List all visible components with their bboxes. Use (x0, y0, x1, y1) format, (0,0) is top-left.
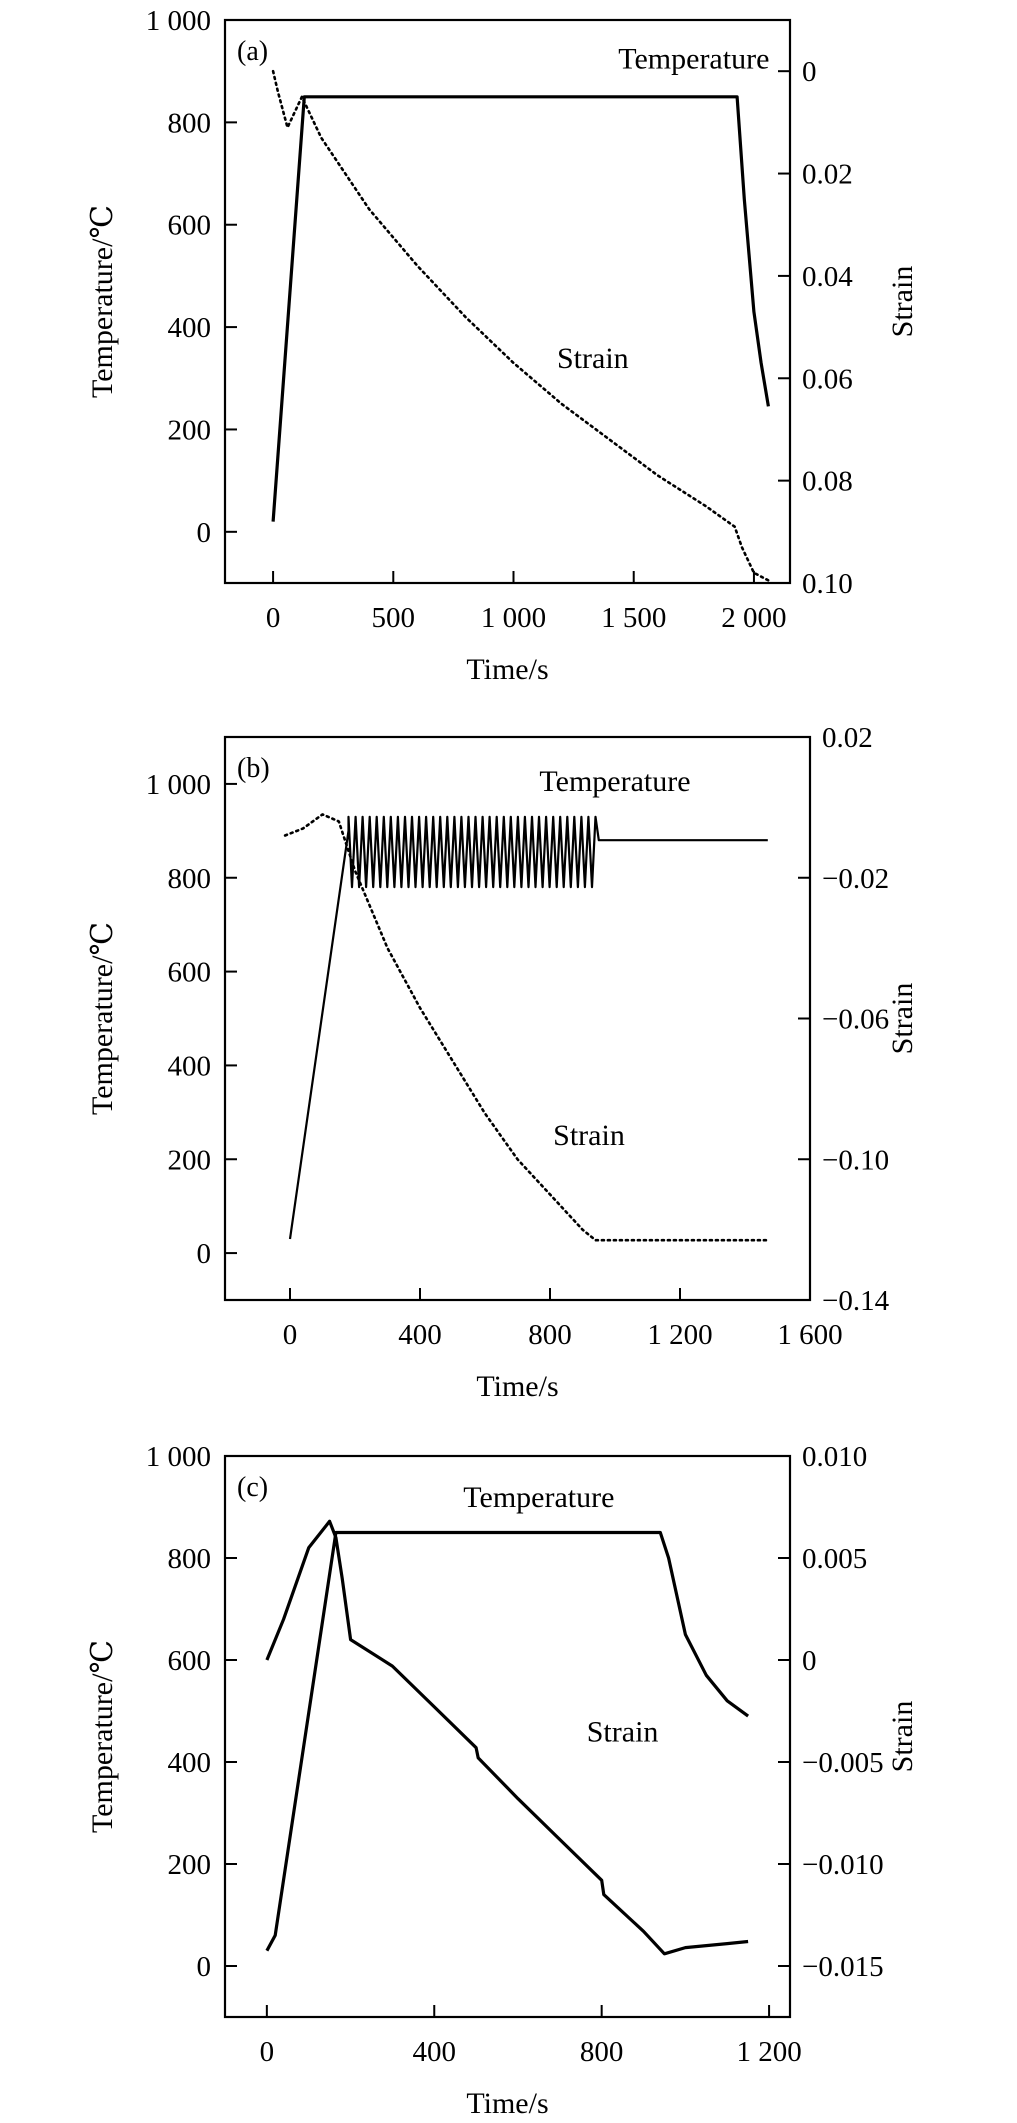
y2-tick-label: −0.015 (802, 1951, 884, 1983)
temperature-series-label: Temperature (463, 1481, 614, 1514)
y-tick-label: 200 (168, 1849, 212, 1881)
x-tick-label: 1 600 (777, 1319, 842, 1351)
y-tick-label: 400 (168, 1050, 212, 1082)
x-tick-label: 0 (266, 602, 281, 634)
y-tick-label: 0 (197, 1951, 212, 1983)
y-tick-label: 0 (197, 517, 212, 549)
y-tick-label: 600 (168, 210, 212, 242)
y-tick-label: 800 (168, 863, 212, 895)
x-tick-label: 1 200 (647, 1319, 712, 1351)
y2-tick-label: −0.005 (802, 1747, 884, 1779)
y2-tick-label: −0.010 (802, 1849, 884, 1881)
y2-tick-label: 0.010 (802, 1441, 867, 1473)
strain-series-label: Strain (587, 1716, 659, 1749)
y2-tick-label: 0 (802, 56, 817, 88)
y-tick-label: 400 (168, 1747, 212, 1779)
y2-tick-label: 0.10 (802, 568, 853, 600)
y-tick-label: 200 (168, 1144, 212, 1176)
y-tick-label: 400 (168, 312, 212, 344)
temperature-line (288, 815, 768, 1240)
y-tick-label: 0 (197, 1238, 212, 1270)
y2-tick-label: −0.06 (822, 1004, 889, 1036)
temperature-line (271, 95, 770, 522)
y2-tick-label: −0.10 (822, 1144, 889, 1176)
y2-tick-label: 0.02 (822, 722, 873, 754)
y-tick-label: 600 (168, 1645, 212, 1677)
x-axis-title: Time/s (476, 1370, 558, 1403)
y-tick-label: 600 (168, 957, 212, 989)
y2-tick-label: −0.14 (822, 1285, 890, 1317)
y2-tick-label: −0.02 (822, 863, 889, 895)
y-tick-label: 1 000 (146, 769, 211, 801)
plot-frame (223, 18, 792, 585)
strain-line (283, 813, 770, 1242)
x-axis-title: Time/s (466, 2087, 548, 2120)
panel-label: (a) (237, 36, 268, 67)
x-tick-label: 0 (283, 1319, 298, 1351)
strain-line (271, 69, 770, 582)
y-tick-label: 1 000 (146, 5, 211, 37)
strain-line (265, 1519, 749, 1956)
temperature-line (265, 1530, 750, 1952)
y-tick-label: 800 (168, 1543, 212, 1575)
panel-label: (b) (237, 753, 270, 784)
y-axis-title: Temperature/℃ (86, 922, 119, 1115)
strain-series-label: Strain (553, 1119, 625, 1152)
y2-tick-label: 0 (802, 1645, 817, 1677)
y-axis-title: Temperature/℃ (86, 205, 119, 398)
y2-axis-title: Strain (886, 266, 919, 338)
x-tick-label: 1 500 (601, 602, 666, 634)
x-tick-label: 1 200 (736, 2036, 801, 2068)
chart-panel-a: 0 500 1 000 1 500 2 000 0 200 400 600 800 1 000 0 0.… (86, 5, 919, 686)
chart-panel-b: 0 400 800 1 200 1 600 0 200 400 600 800 1 000 −0.14… (86, 722, 919, 1403)
y2-tick-label: 0.06 (802, 363, 853, 395)
x-tick-label: 500 (372, 602, 416, 634)
y2-tick-label: 0.02 (802, 159, 853, 191)
x-tick-label: 800 (528, 1319, 572, 1351)
y-tick-label: 1 000 (146, 1441, 211, 1473)
temperature-series-label: Temperature (539, 765, 690, 798)
y2-axis-title: Strain (886, 1701, 919, 1773)
temperature-series-label: Temperature (618, 43, 769, 76)
y-tick-label: 200 (168, 414, 212, 446)
y2-tick-label: 0.005 (802, 1543, 867, 1575)
panel-label: (c) (237, 1472, 268, 1503)
y-axis-title: Temperature/℃ (86, 1640, 119, 1833)
x-tick-label: 1 000 (481, 602, 546, 634)
x-axis-title: Time/s (466, 653, 548, 686)
x-tick-label: 800 (580, 2036, 624, 2068)
plot-frame (223, 1454, 792, 2019)
y-tick-label: 800 (168, 107, 212, 139)
y2-tick-label: 0.08 (802, 466, 853, 498)
strain-series-label: Strain (557, 342, 629, 375)
chart-panel-c: 0 400 800 1 200 0 200 400 600 800 1 000 −0.015 −0.0… (86, 1441, 919, 2120)
y2-tick-label: 0.04 (802, 261, 853, 293)
x-tick-label: 0 (260, 2036, 275, 2068)
y2-axis-title: Strain (886, 983, 919, 1055)
x-tick-label: 400 (413, 2036, 457, 2068)
x-tick-label: 400 (398, 1319, 442, 1351)
x-tick-label: 2 000 (721, 602, 786, 634)
